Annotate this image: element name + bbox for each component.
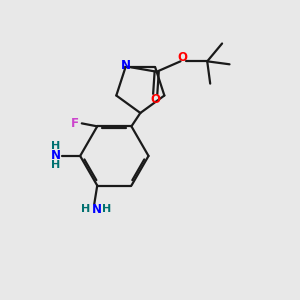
Text: H: H [51, 141, 60, 152]
Text: O: O [150, 94, 160, 106]
Text: N: N [121, 59, 130, 72]
Text: O: O [178, 51, 188, 64]
Text: N: N [50, 149, 61, 162]
Text: N: N [92, 203, 102, 216]
Text: H: H [51, 160, 60, 170]
Text: H: H [101, 204, 111, 214]
Text: H: H [81, 204, 91, 214]
Text: F: F [71, 117, 79, 130]
